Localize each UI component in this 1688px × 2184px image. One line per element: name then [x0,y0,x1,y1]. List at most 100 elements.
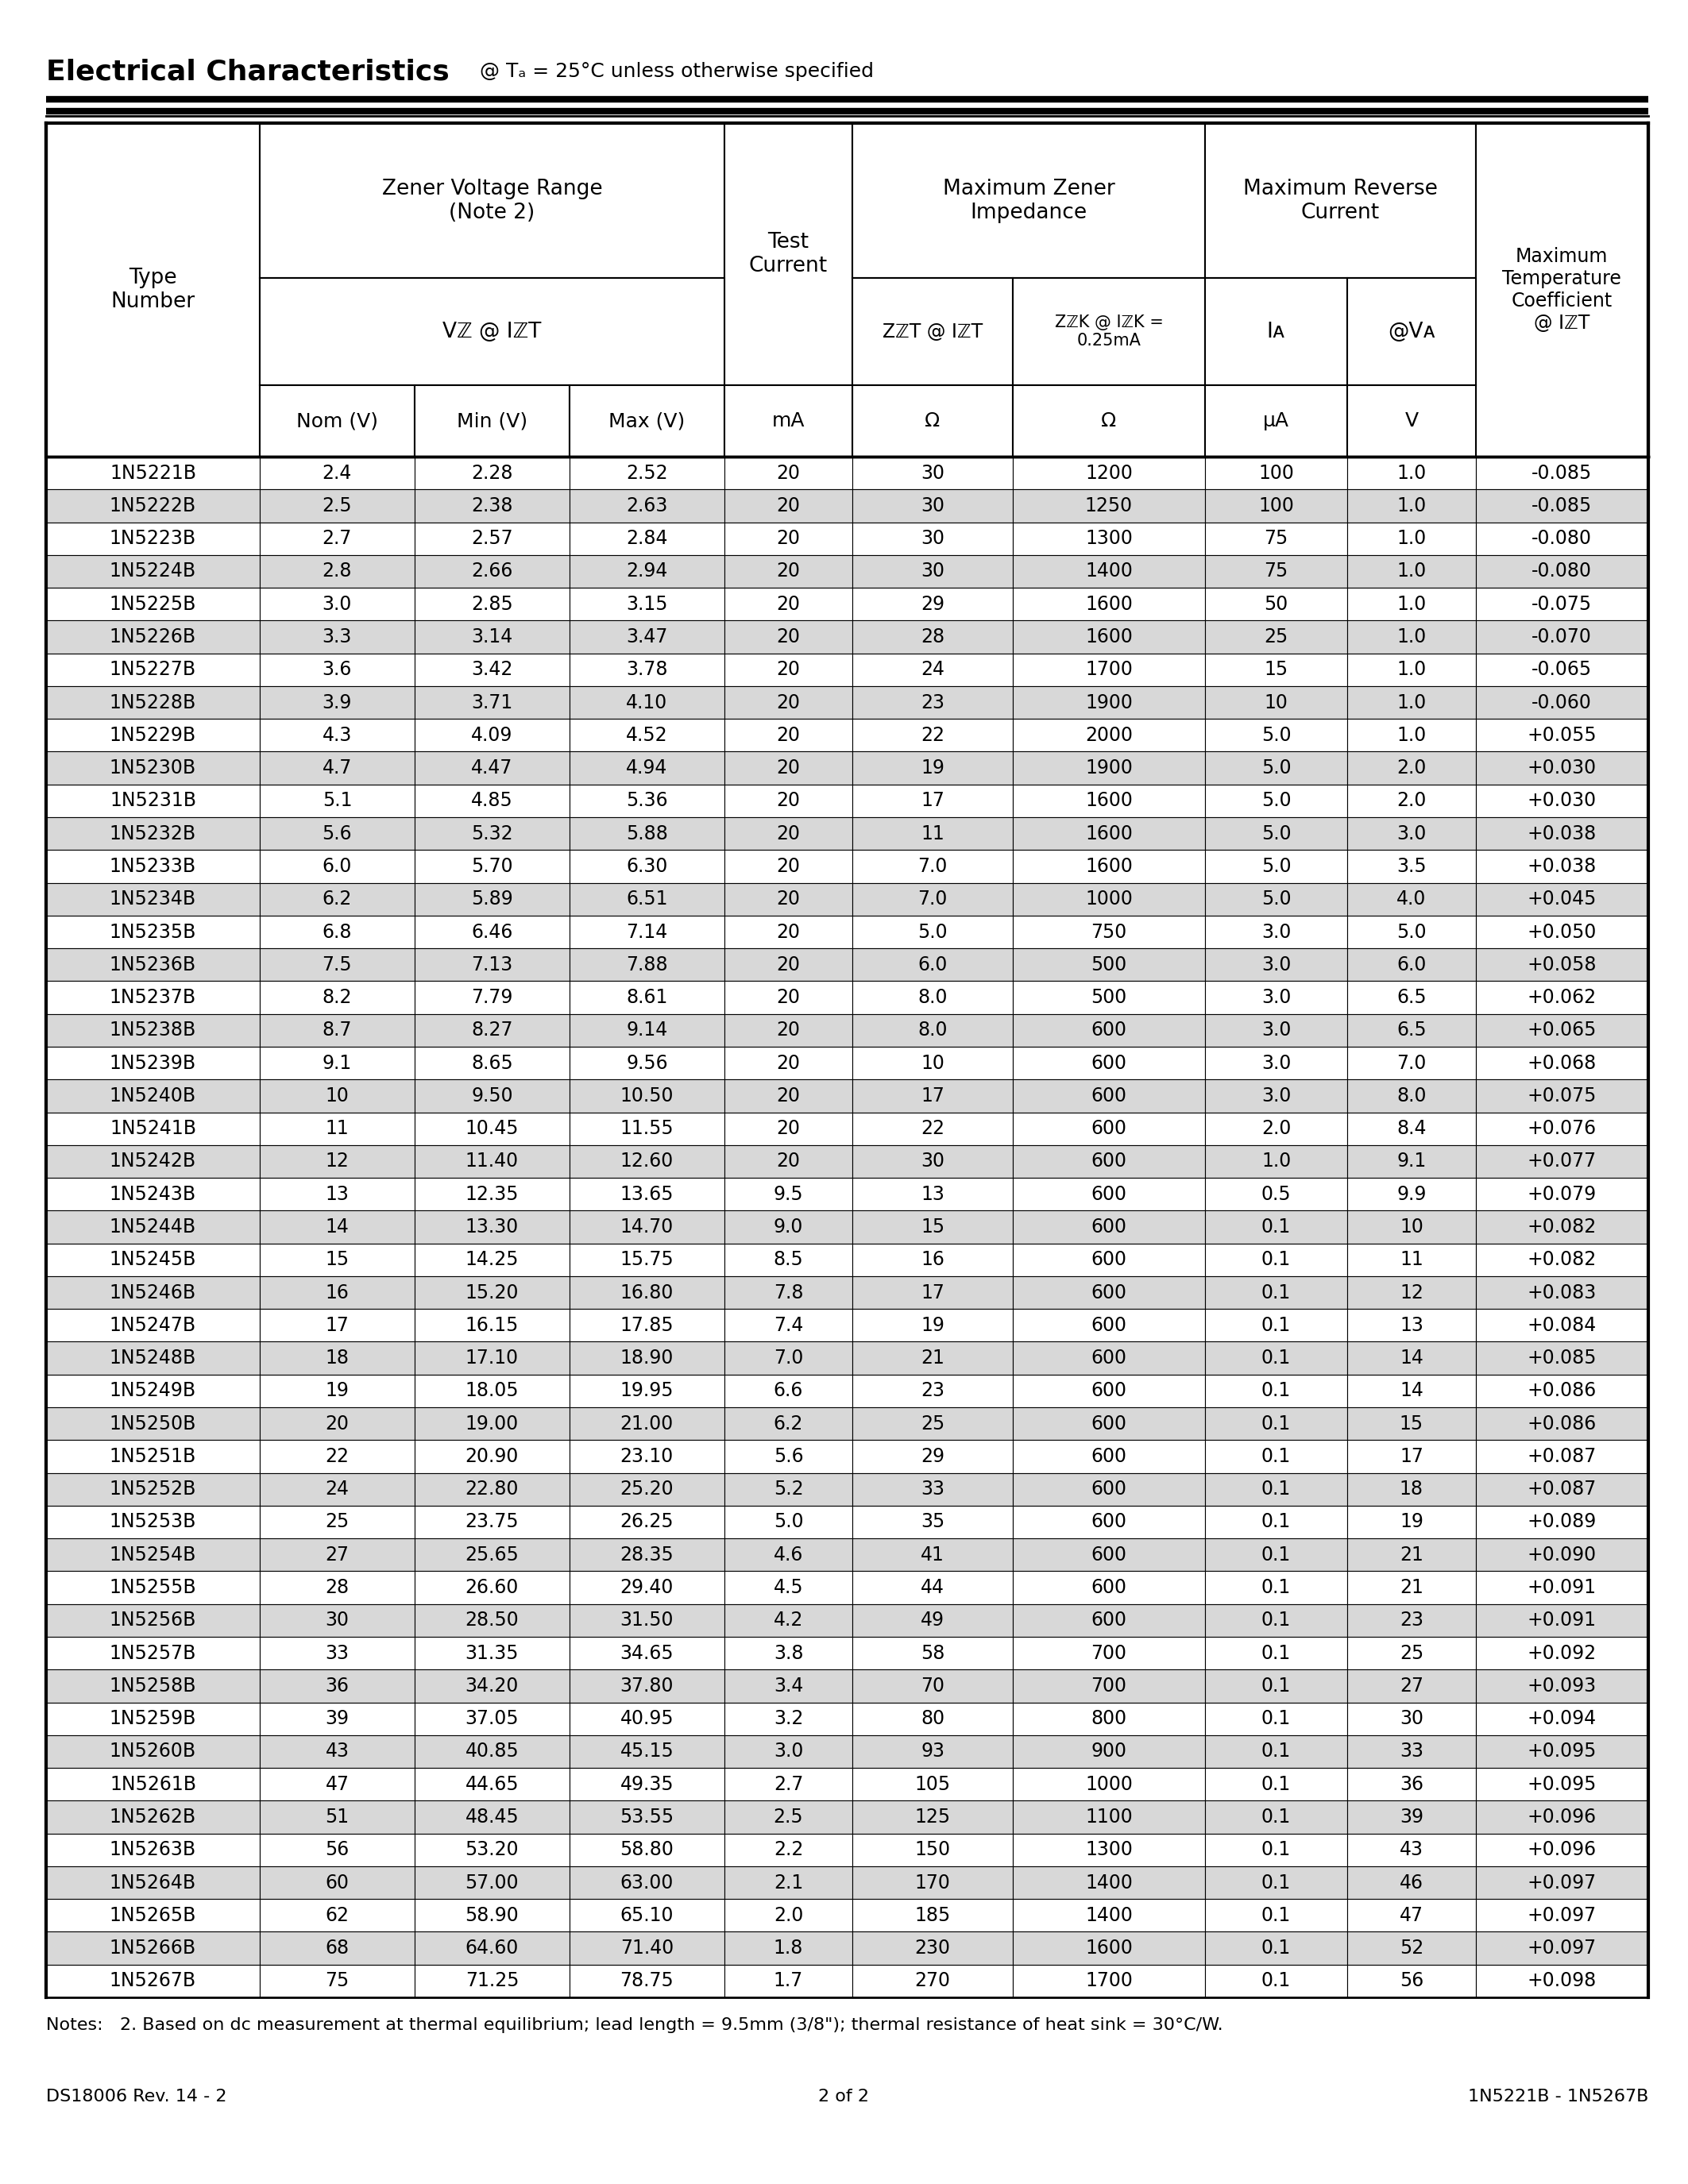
Text: 9.0: 9.0 [773,1216,803,1236]
Text: 1N5242B: 1N5242B [110,1151,196,1171]
Bar [260,122,724,277]
Bar [1013,1341,1205,1374]
Text: 1300: 1300 [1085,529,1133,548]
Bar [569,1867,724,1900]
Bar [1347,1570,1475,1603]
Text: 20: 20 [776,758,800,778]
Bar [46,122,260,456]
Bar [415,522,569,555]
Text: 7.79: 7.79 [471,987,513,1007]
Text: 15.75: 15.75 [619,1249,674,1269]
Text: 6.0: 6.0 [918,954,947,974]
Text: 150: 150 [915,1841,950,1859]
Text: 2.28: 2.28 [471,463,513,483]
Bar [1013,277,1205,384]
Text: 3.0: 3.0 [1261,954,1291,974]
Bar [415,1900,569,1933]
Text: 0.1: 0.1 [1261,1249,1291,1269]
Text: ZℤT @ IℤT: ZℤT @ IℤT [883,321,982,341]
Text: 25: 25 [1399,1645,1423,1662]
Text: 1N5254B: 1N5254B [110,1546,196,1564]
Text: 44: 44 [920,1579,945,1597]
Bar [1347,1079,1475,1112]
Bar [1347,1112,1475,1144]
Bar [1475,1472,1647,1505]
Text: 64.60: 64.60 [466,1939,518,1957]
Bar [415,489,569,522]
Bar [1205,1243,1347,1275]
Text: 7.0: 7.0 [918,889,947,909]
Bar [1205,620,1347,653]
Bar [260,915,415,948]
Text: +0.095: +0.095 [1528,1743,1597,1760]
Bar [415,1439,569,1472]
Text: 47: 47 [1399,1907,1423,1924]
Text: 1000: 1000 [1085,1776,1133,1793]
Bar [1205,817,1347,850]
Bar [852,653,1013,686]
Text: 1600: 1600 [1085,1939,1133,1957]
Bar [260,686,415,719]
Bar [1013,1767,1205,1800]
Bar [1205,489,1347,522]
Text: Nom (V): Nom (V) [295,411,378,430]
Bar [569,719,724,751]
Bar [415,1867,569,1900]
Text: +0.030: +0.030 [1528,791,1597,810]
Text: 2000: 2000 [1085,725,1133,745]
Bar [415,1079,569,1112]
Text: 2 of 2: 2 of 2 [819,2088,869,2105]
Text: 10: 10 [920,1053,945,1072]
Bar [1013,587,1205,620]
Text: 7.0: 7.0 [773,1348,803,1367]
Bar [1475,1603,1647,1636]
Bar [1205,1210,1347,1243]
Text: 3.71: 3.71 [471,692,513,712]
Text: 23.10: 23.10 [619,1448,674,1465]
Bar [1347,850,1475,882]
Bar [46,1472,260,1505]
Text: +0.086: +0.086 [1528,1415,1597,1433]
Bar [1013,522,1205,555]
Text: 1400: 1400 [1085,1907,1133,1924]
Text: 8.61: 8.61 [626,987,668,1007]
Text: 7.8: 7.8 [773,1282,803,1302]
Bar [260,1867,415,1900]
Text: 11: 11 [922,823,945,843]
Bar [1475,915,1647,948]
Text: 56: 56 [1399,1972,1423,1990]
Text: Ω: Ω [925,411,940,430]
Bar [1475,587,1647,620]
Text: 21: 21 [1399,1546,1423,1564]
Bar [1347,620,1475,653]
Bar [46,489,260,522]
Text: 5.0: 5.0 [918,922,947,941]
Bar [260,850,415,882]
Text: 16.15: 16.15 [466,1315,518,1334]
Bar [569,1832,724,1867]
Bar [46,1669,260,1701]
Bar [1205,686,1347,719]
Text: 35: 35 [920,1514,945,1531]
Text: 2.84: 2.84 [626,529,668,548]
Text: 4.6: 4.6 [773,1546,803,1564]
Bar [852,1800,1013,1832]
Text: 68: 68 [326,1939,349,1957]
Text: 600: 600 [1090,1415,1128,1433]
Text: 29.40: 29.40 [619,1579,674,1597]
Text: 20: 20 [776,823,800,843]
Text: 27: 27 [1399,1677,1423,1695]
Bar [852,1570,1013,1603]
Bar [1347,1867,1475,1900]
Bar [852,384,1013,456]
Text: 0.1: 0.1 [1261,1710,1291,1728]
Text: 8.0: 8.0 [1396,1085,1426,1105]
Bar [260,1832,415,1867]
Text: 1.0: 1.0 [1396,529,1426,548]
Text: 36: 36 [1399,1776,1423,1793]
Text: 1N5246B: 1N5246B [110,1282,196,1302]
Text: 0.1: 0.1 [1261,1907,1291,1924]
Bar [1205,1046,1347,1079]
Text: 10.45: 10.45 [466,1118,518,1138]
Text: 2.52: 2.52 [626,463,668,483]
